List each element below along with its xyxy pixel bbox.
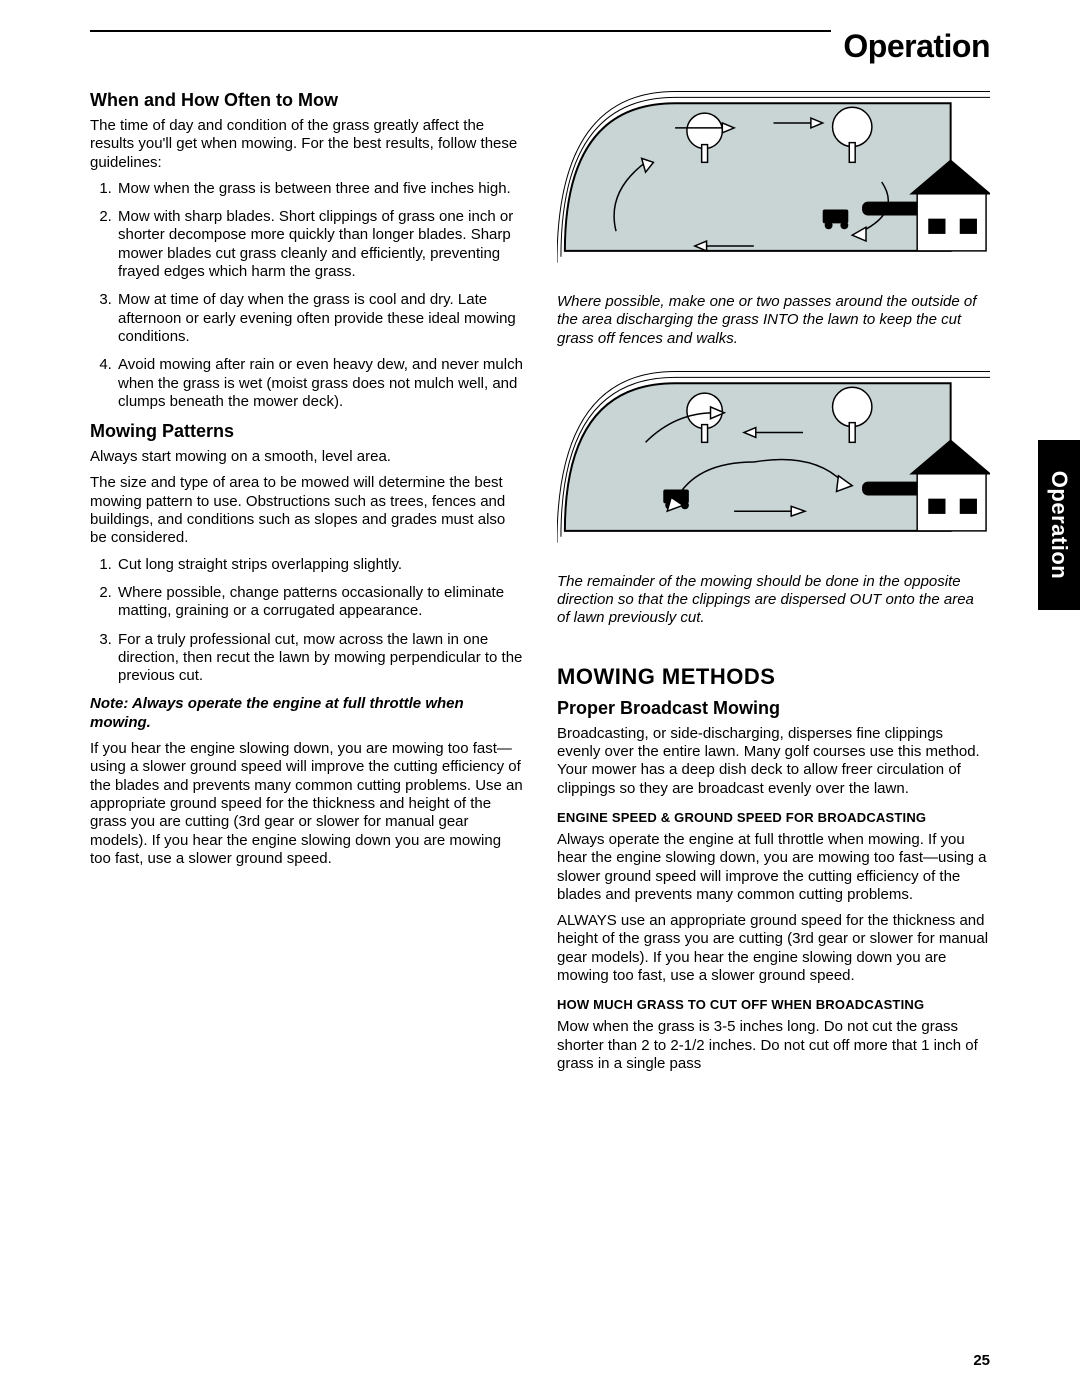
patterns-p2: The size and type of area to be mowed wi… <box>90 474 523 547</box>
figure-mowing-outward <box>557 362 990 562</box>
content-columns: When and How Often to Mow The time of da… <box>90 82 990 1081</box>
header-rule: Operation <box>90 30 990 32</box>
intro-when-how: The time of day and condition of the gra… <box>90 117 523 172</box>
heading-engine-speed: ENGINE SPEED & GROUND SPEED FOR BROADCAS… <box>557 810 990 825</box>
patterns-p1: Always start mowing on a smooth, level a… <box>90 448 523 466</box>
list-patterns: Cut long straight strips overlapping sli… <box>90 556 523 686</box>
patterns-p3: If you hear the engine slowing down, you… <box>90 740 523 868</box>
broadcast-p4: Mow when the grass is 3-5 inches long. D… <box>557 1018 990 1073</box>
broadcast-p2: Always operate the engine at full thrott… <box>557 831 990 904</box>
list-item: Cut long straight strips overlapping sli… <box>116 556 523 574</box>
list-when-how: Mow when the grass is between three and … <box>90 180 523 411</box>
note-full-throttle: Note: Always operate the engine at full … <box>90 695 523 732</box>
page-header-title: Operation <box>831 28 990 65</box>
list-item: Mow at time of day when the grass is coo… <box>116 291 523 346</box>
list-item: Mow with sharp blades. Short clippings o… <box>116 208 523 281</box>
heading-how-much-grass: HOW MUCH GRASS TO CUT OFF WHEN BROADCAST… <box>557 997 990 1012</box>
broadcast-p1: Broadcasting, or side-discharging, dispe… <box>557 725 990 798</box>
heading-when-how-often: When and How Often to Mow <box>90 90 523 111</box>
figure2-caption: The remainder of the mowing should be do… <box>557 573 990 628</box>
right-column: Where possible, make one or two passes a… <box>557 82 990 1081</box>
side-tab-label: Operation <box>1046 471 1072 579</box>
page-number: 25 <box>973 1352 990 1369</box>
list-item: Avoid mowing after rain or even heavy de… <box>116 356 523 411</box>
broadcast-p3: ALWAYS use an appropriate ground speed f… <box>557 912 990 985</box>
heading-proper-broadcast: Proper Broadcast Mowing <box>557 698 990 719</box>
list-item: Where possible, change patterns occasion… <box>116 584 523 621</box>
heading-mowing-patterns: Mowing Patterns <box>90 421 523 442</box>
list-item: For a truly professional cut, mow across… <box>116 631 523 686</box>
figure-mowing-inward <box>557 82 990 282</box>
left-column: When and How Often to Mow The time of da… <box>90 82 523 1081</box>
heading-mowing-methods: MOWING METHODS <box>557 664 990 690</box>
list-item: Mow when the grass is between three and … <box>116 180 523 198</box>
figure1-caption: Where possible, make one or two passes a… <box>557 293 990 348</box>
side-tab-operation: Operation <box>1038 440 1080 610</box>
